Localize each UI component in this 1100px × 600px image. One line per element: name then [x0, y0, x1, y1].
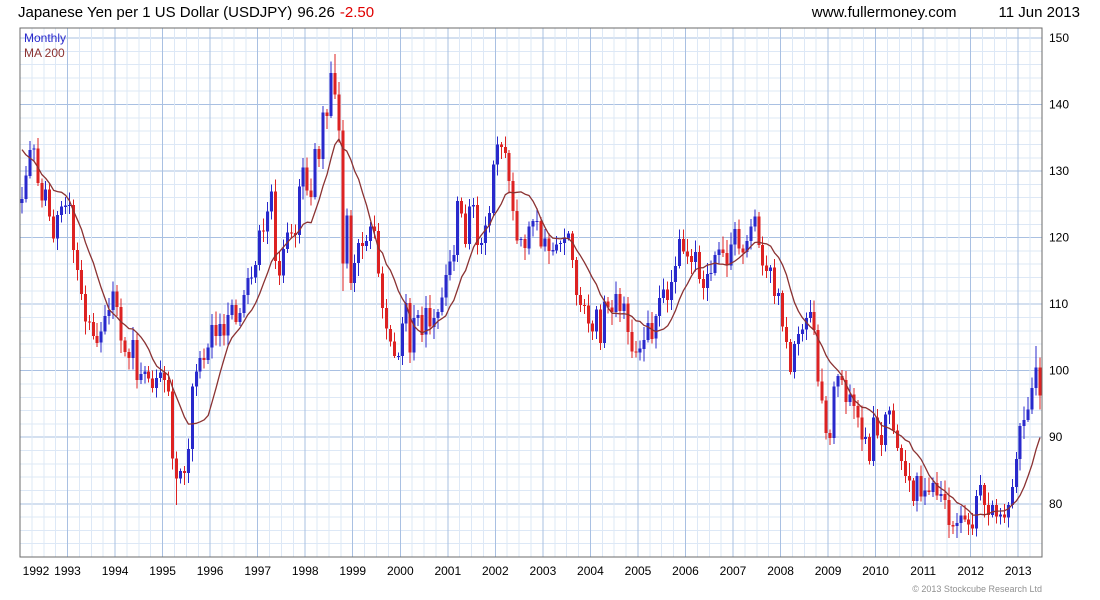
- legend-interval: Monthly: [24, 31, 67, 45]
- svg-text:2002: 2002: [482, 564, 509, 578]
- svg-text:120: 120: [1049, 231, 1069, 245]
- svg-text:2011: 2011: [910, 564, 936, 578]
- svg-text:1995: 1995: [149, 564, 176, 578]
- chart-title-group: Japanese Yen per 1 US Dollar (USDJPY) 96.…: [18, 4, 379, 21]
- last-price: 96.26: [297, 4, 335, 21]
- svg-text:1992: 1992: [23, 564, 50, 578]
- svg-text:130: 130: [1049, 164, 1069, 178]
- svg-text:2003: 2003: [530, 564, 557, 578]
- svg-text:2013: 2013: [1005, 564, 1032, 578]
- svg-text:1999: 1999: [339, 564, 366, 578]
- svg-text:110: 110: [1049, 297, 1068, 311]
- svg-text:2004: 2004: [577, 564, 604, 578]
- svg-text:90: 90: [1049, 430, 1063, 444]
- svg-text:150: 150: [1049, 31, 1069, 45]
- svg-text:2006: 2006: [672, 564, 699, 578]
- website-text: www.fullermoney.com: [811, 4, 957, 21]
- svg-text:1993: 1993: [54, 564, 81, 578]
- svg-text:2000: 2000: [387, 564, 414, 578]
- svg-text:2008: 2008: [767, 564, 794, 578]
- svg-text:1997: 1997: [244, 564, 271, 578]
- chart-header: Japanese Yen per 1 US Dollar (USDJPY) 96.…: [18, 4, 1080, 21]
- svg-text:2009: 2009: [815, 564, 842, 578]
- copyright-text: © 2013 Stockcube Research Ltd: [912, 584, 1042, 594]
- price-change: -2.50: [339, 4, 375, 21]
- legend-ma: MA 200: [24, 46, 65, 60]
- source-group: www.fullermoney.com 11 Jun 2013: [812, 4, 1080, 21]
- svg-text:2007: 2007: [720, 564, 747, 578]
- svg-text:2005: 2005: [625, 564, 652, 578]
- svg-text:1998: 1998: [292, 564, 319, 578]
- svg-text:1996: 1996: [197, 564, 224, 578]
- svg-text:2010: 2010: [862, 564, 889, 578]
- svg-text:140: 140: [1049, 98, 1069, 112]
- chart-title: Japanese Yen per 1 US Dollar (USDJPY): [18, 4, 293, 21]
- svg-text:2012: 2012: [957, 564, 984, 578]
- svg-text:100: 100: [1049, 364, 1069, 378]
- svg-text:2001: 2001: [434, 564, 461, 578]
- date-text: 11 Jun 2013: [998, 4, 1080, 21]
- svg-text:80: 80: [1049, 497, 1063, 511]
- svg-text:1994: 1994: [102, 564, 129, 578]
- chart-legend: Monthly MA 200: [24, 31, 66, 61]
